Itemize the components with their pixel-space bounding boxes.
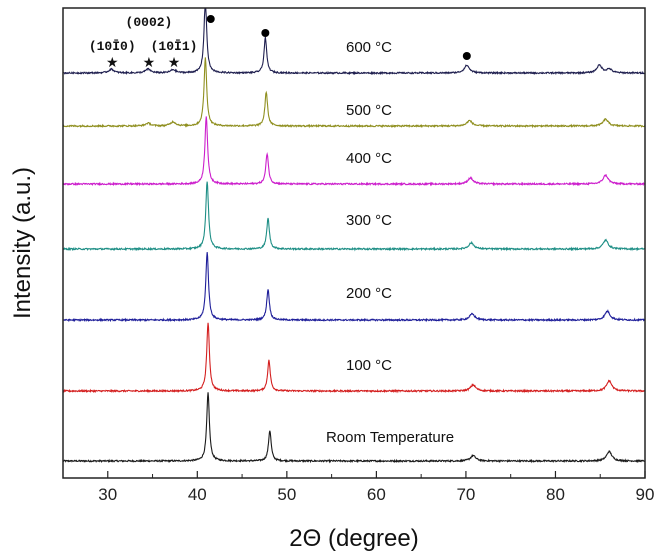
miller-index-label: (10Ī0): [89, 39, 136, 54]
circle-marker: [261, 29, 270, 37]
plot-frame: [62, 7, 646, 479]
x-tick-label: 70: [456, 485, 475, 504]
circle-marker: [462, 52, 471, 60]
miller-index-label: (10Ī1): [151, 39, 198, 54]
trace-label: 200 °C: [346, 285, 392, 302]
star-marker: ★: [168, 55, 181, 71]
trace-line: [62, 322, 646, 394]
x-tick-label: 60: [367, 485, 386, 504]
trace-line: [62, 392, 646, 464]
trace-line: [62, 181, 646, 252]
x-tick-label: 90: [636, 485, 655, 504]
annotations-layer: ★(10Ī0)★(0002)★(10Ī1): [89, 15, 471, 71]
x-axis-title: 2Θ (degree): [289, 525, 418, 552]
traces-layer: [62, 8, 646, 464]
trace-line: [62, 8, 646, 76]
trace-line: [62, 116, 646, 187]
star-marker: ★: [106, 55, 119, 71]
trace-label: 300 °C: [346, 212, 392, 229]
trace-line: [62, 252, 646, 323]
x-tick-label: 50: [277, 485, 296, 504]
x-tick-label: 30: [98, 485, 117, 504]
miller-index-label: (0002): [126, 15, 173, 30]
trace-label: 100 °C: [346, 357, 392, 374]
trace-label: Room Temperature: [326, 429, 454, 446]
x-axis: 30 40 50 60 70 80 90: [62, 471, 655, 504]
x-tick-label: 40: [188, 485, 207, 504]
trace-label: 500 °C: [346, 102, 392, 119]
circle-marker: [206, 15, 215, 23]
trace-labels-layer: Room Temperature 100 °C 200 °C 300 °C 400 °C…: [326, 39, 454, 446]
trace-label: 600 °C: [346, 39, 392, 56]
trace-line: [62, 57, 646, 129]
x-tick-label: 80: [546, 485, 565, 504]
trace-label: 400 °C: [346, 150, 392, 167]
star-marker: ★: [143, 55, 156, 71]
y-axis-title: Intensity (a.u.): [9, 167, 36, 319]
